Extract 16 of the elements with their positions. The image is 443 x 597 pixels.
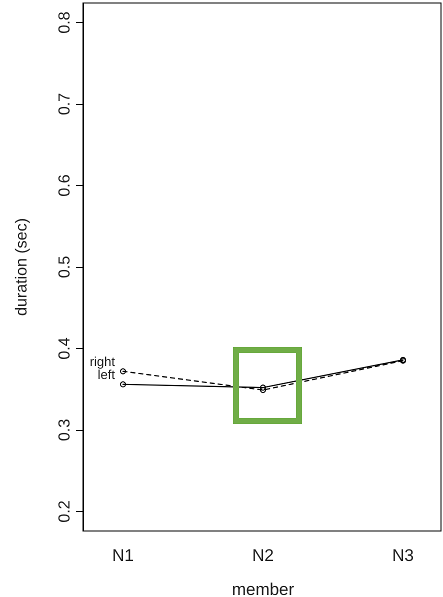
y-tick-label: 0.5 (56, 256, 74, 278)
point (120, 368, 126, 374)
y-axis-title: duration (sec) (14, 218, 30, 316)
x-tick-label: N3 (392, 546, 414, 565)
y-tick-label: 0.7 (56, 92, 74, 116)
x-tick-label: N2 (252, 546, 274, 565)
y-tick-label: 0.3 (56, 418, 74, 442)
y-tick-label: 0.6 (56, 174, 74, 197)
x-tick-label: N1 (112, 546, 134, 565)
x-axis-title: member (232, 580, 295, 597)
y-tick-label: 0.8 (56, 11, 74, 34)
y-tick-label: 0.4 (56, 337, 74, 360)
y-tick-label: 0.2 (56, 500, 74, 523)
point (260, 387, 266, 394)
series-label: right (90, 354, 116, 369)
point (260, 384, 266, 391)
